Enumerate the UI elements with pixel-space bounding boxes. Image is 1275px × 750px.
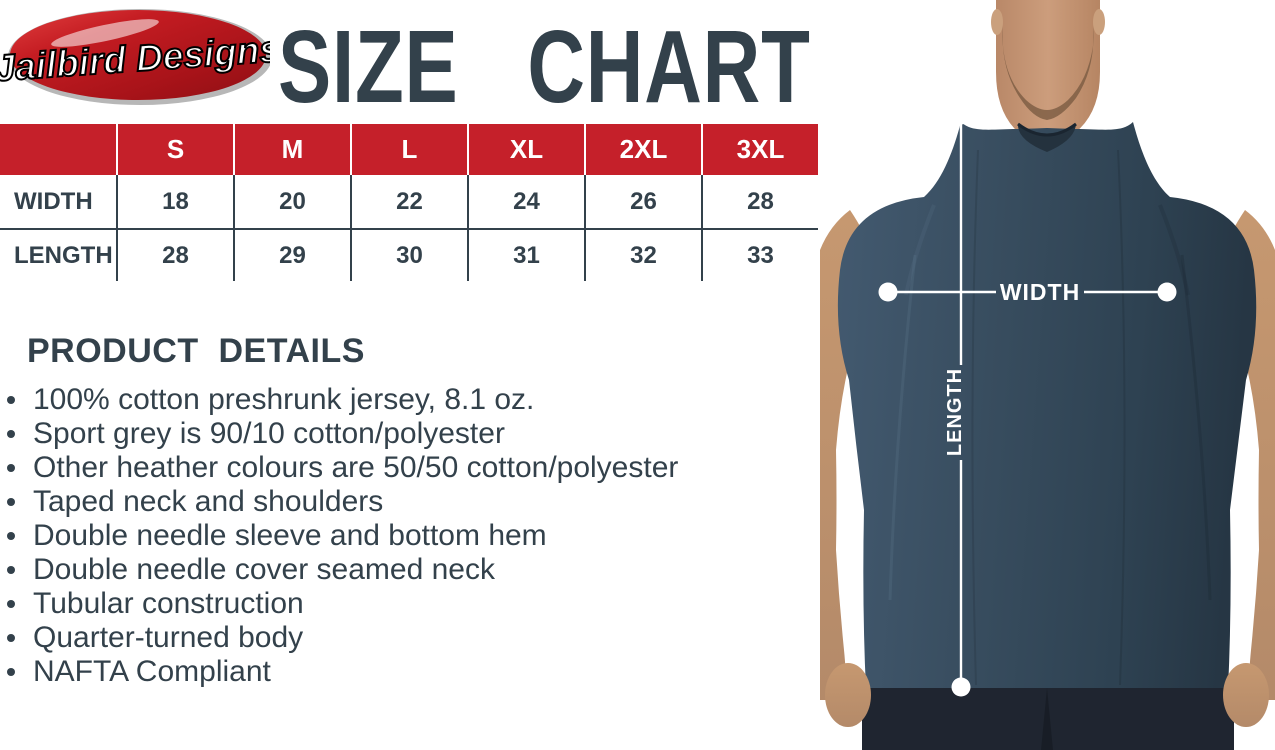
svg-text:LENGTH: LENGTH (944, 368, 966, 456)
svg-text:WIDTH: WIDTH (1000, 279, 1080, 305)
